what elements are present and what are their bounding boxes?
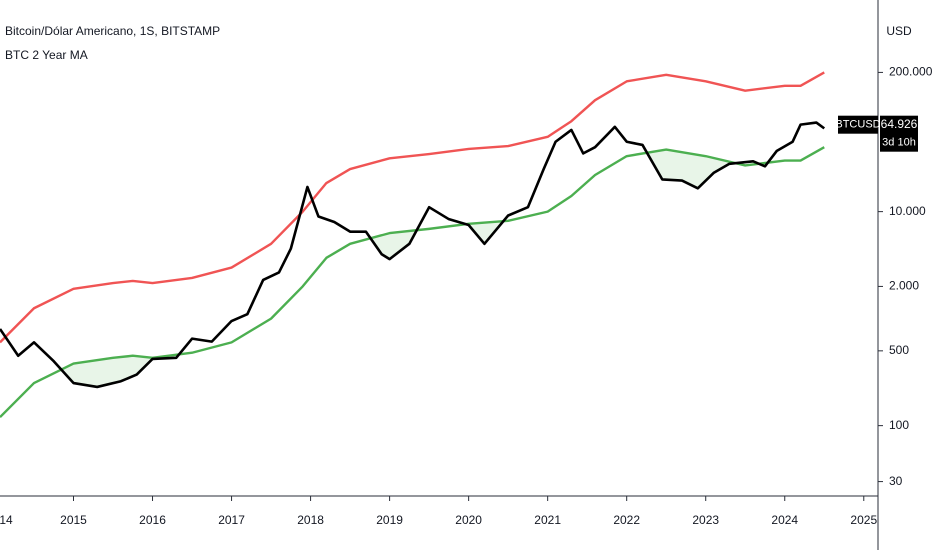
price-line [0, 121, 826, 389]
y-tick-label: 200.000 [889, 65, 932, 79]
x-tick-label: 2022 [613, 513, 640, 527]
price-tag-label: 64.926 [881, 117, 918, 131]
x-tick-label: 2018 [297, 513, 324, 527]
y-tick-label: 100 [889, 418, 909, 432]
symbol-tag [838, 115, 878, 134]
x-tick-label: 2020 [455, 513, 482, 527]
x-tick-label: 2023 [692, 513, 719, 527]
price-tag [880, 115, 918, 152]
countdown-label: 3d 10h [882, 137, 916, 149]
below-ma-fill [61, 354, 179, 387]
chart-title: Bitcoin/Dólar Americano, 1S, BITSTAMP [5, 24, 220, 38]
x-tick-label: 2019 [376, 513, 403, 527]
x-tick-label: 2024 [771, 513, 798, 527]
x-tick-label: 2021 [534, 513, 561, 527]
y-tick-label: 2.000 [889, 279, 919, 293]
x-tick-label: 2025 [850, 513, 877, 527]
indicator-title: BTC 2 Year MA [5, 48, 88, 62]
x-tick-label: 2017 [218, 513, 245, 527]
currency-label: USD [886, 24, 912, 38]
below-ma-fill [370, 230, 417, 260]
x-tick-label: 2016 [139, 513, 166, 527]
y-tick-label: 10.000 [889, 204, 926, 218]
x-tick-label: 2015 [60, 513, 87, 527]
plot-area [0, 71, 826, 419]
below-ma-fill [465, 221, 504, 244]
ma-line [0, 71, 825, 344]
y-tick-label: 30 [889, 474, 903, 488]
x-tick-label: 14 [0, 513, 13, 527]
ma-line [0, 146, 825, 419]
y-tick-label: 500 [889, 343, 909, 357]
symbol-tag-label: BTCUSD [835, 119, 880, 131]
